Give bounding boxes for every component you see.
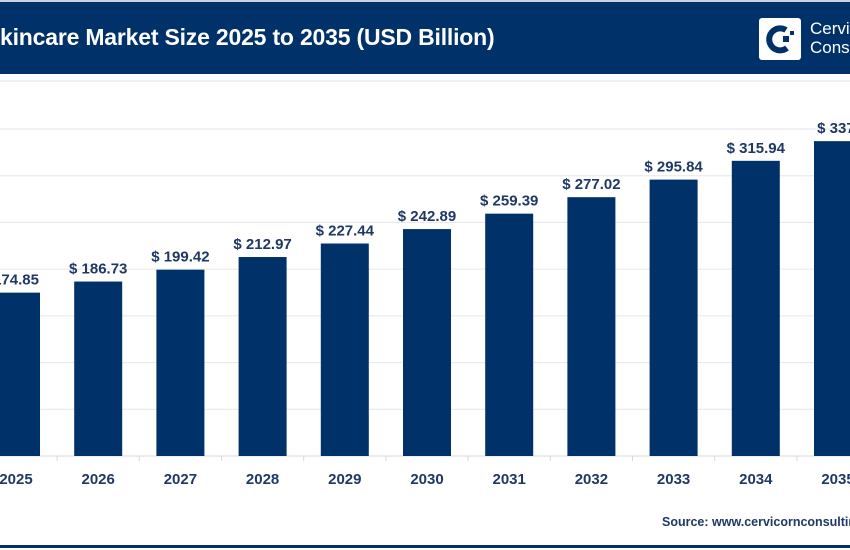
data-label-2034: $ 315.94	[727, 140, 786, 157]
data-label-2028: $ 212.97	[233, 236, 291, 253]
data-label-2032: $ 277.02	[562, 176, 620, 193]
bar-2035	[814, 141, 850, 456]
x-tick-label-2033: 2033	[657, 471, 690, 488]
data-label-2035: $ 337.	[817, 120, 850, 137]
x-tick-label-2030: 2030	[410, 471, 443, 488]
x-tick-label-2025: 2025	[0, 471, 33, 488]
data-label-2031: $ 259.39	[480, 193, 538, 210]
bar-2029	[320, 243, 369, 456]
bar-2032	[567, 197, 616, 456]
x-tick-label-2035: 2035	[821, 471, 850, 488]
bar-2026	[74, 281, 123, 456]
x-tick-label-2026: 2026	[82, 471, 115, 488]
logo-icon	[766, 25, 794, 54]
chart-header: kincare Market Size 2025 to 2035 (USD Bi…	[0, 0, 850, 74]
bar-2033	[649, 179, 698, 456]
logo-line1: Cervi	[810, 19, 850, 38]
x-tick-label-2029: 2029	[328, 471, 361, 488]
bar-2027	[156, 269, 205, 456]
logo-line2: Cons	[810, 38, 850, 57]
x-tick-label-2028: 2028	[246, 471, 279, 488]
bar-2025	[0, 292, 40, 456]
data-label-2029: $ 227.44	[316, 223, 375, 240]
chart-title: kincare Market Size 2025 to 2035 (USD Bi…	[0, 24, 495, 50]
source-note: Source: www.cervicornconsultin	[662, 515, 850, 529]
data-label-2033: $ 295.84	[644, 159, 703, 176]
data-label-2025: 174.85	[0, 272, 39, 289]
data-label-2026: $ 186.73	[69, 261, 127, 278]
bar-2031	[485, 213, 534, 456]
x-tick-label-2027: 2027	[164, 471, 197, 488]
x-tick-label-2032: 2032	[575, 471, 608, 488]
bar-2030	[403, 229, 451, 456]
logo-text: Cervi Cons	[810, 19, 850, 57]
bottom-border	[0, 545, 850, 548]
data-label-2027: $ 199.42	[151, 249, 209, 266]
bar-2028	[238, 257, 287, 456]
x-tick-label-2031: 2031	[493, 471, 526, 488]
bar-2034	[731, 160, 780, 456]
divider	[0, 80, 850, 82]
x-tick-label-2034: 2034	[739, 471, 773, 488]
data-label-2030: $ 242.89	[398, 208, 456, 225]
company-logo	[759, 18, 801, 60]
